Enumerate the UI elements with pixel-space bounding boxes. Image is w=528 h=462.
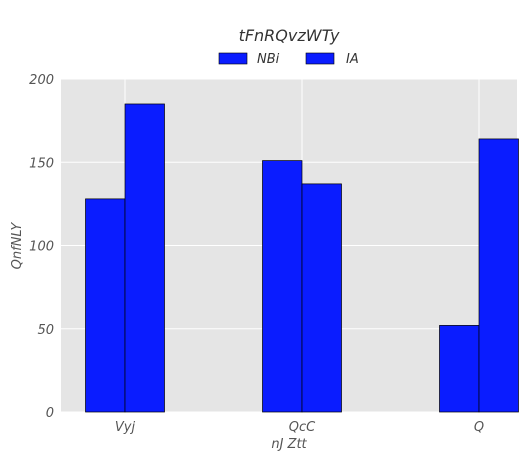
y-axis-label: QnfNLY [10, 222, 25, 270]
y-tick-label: 200 [29, 73, 54, 88]
x-axis-label: nJ Ztt [271, 437, 307, 452]
bar-ia-vyj [124, 103, 165, 413]
x-tick-label: Q [474, 420, 484, 435]
x-tick-label: QcC [289, 420, 316, 435]
legend-label-ia: IA [346, 52, 359, 67]
bar-nbi-q [439, 325, 480, 413]
y-tick-label: 50 [37, 323, 54, 338]
chart-title: tFnRQvzWTy [239, 26, 340, 45]
y-tick-label: 0 [46, 406, 54, 421]
y-tick-label: 100 [29, 240, 54, 255]
bars [85, 103, 519, 413]
bar-nbi-vyj [85, 198, 126, 413]
legend-swatch-ia [305, 52, 335, 65]
y-tick-labels: 0 50 100 150 200 [29, 73, 54, 421]
y-tick-label: 150 [29, 156, 54, 171]
x-tick-labels: Vyj QcC Q [115, 420, 484, 435]
bar-ia-qcc [301, 183, 342, 413]
x-tick-label: Vyj [115, 420, 136, 435]
bar-ia-q [478, 138, 519, 413]
bar-nbi-qcc [262, 160, 303, 413]
legend: NBi IA [218, 52, 359, 67]
legend-label-nbi: NBi [257, 52, 280, 67]
legend-swatch-nbi [218, 52, 248, 65]
